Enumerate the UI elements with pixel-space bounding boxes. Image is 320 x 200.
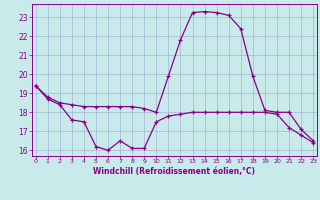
X-axis label: Windchill (Refroidissement éolien,°C): Windchill (Refroidissement éolien,°C) xyxy=(93,167,255,176)
